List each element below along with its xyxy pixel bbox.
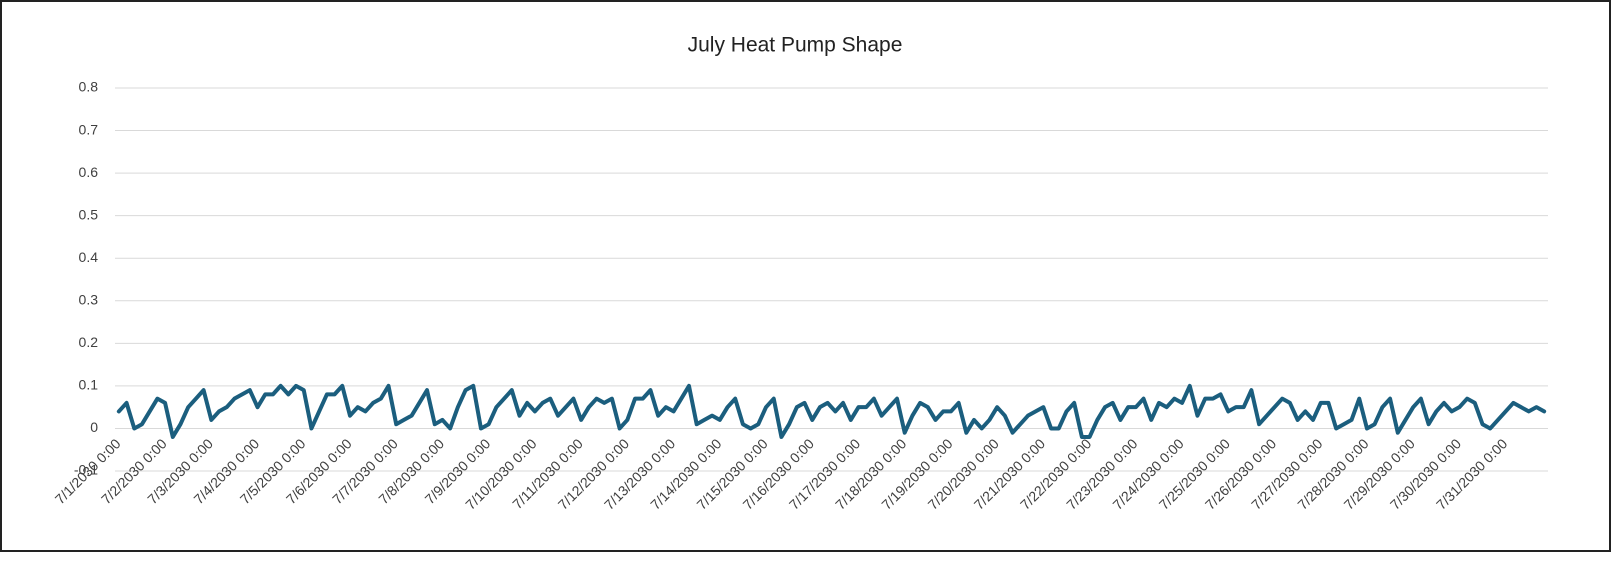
chart-frame xyxy=(0,0,1611,552)
series-line xyxy=(116,383,1547,439)
y-tick-label: 0.8 xyxy=(79,79,99,95)
y-tick-label: 0.7 xyxy=(79,121,99,137)
chart-title: July Heat Pump Shape xyxy=(688,34,903,57)
y-tick-label: 0 xyxy=(90,419,98,435)
y-tick-label: 0.4 xyxy=(79,249,99,265)
y-tick-label: 0.1 xyxy=(79,377,99,393)
y-tick-label: 0.3 xyxy=(79,291,99,307)
y-tick-label: 0.6 xyxy=(79,164,99,180)
y-tick-label: -0.1 xyxy=(74,462,98,478)
y-tick-label: 0.5 xyxy=(79,206,99,222)
y-tick-label: 0.2 xyxy=(79,334,99,350)
